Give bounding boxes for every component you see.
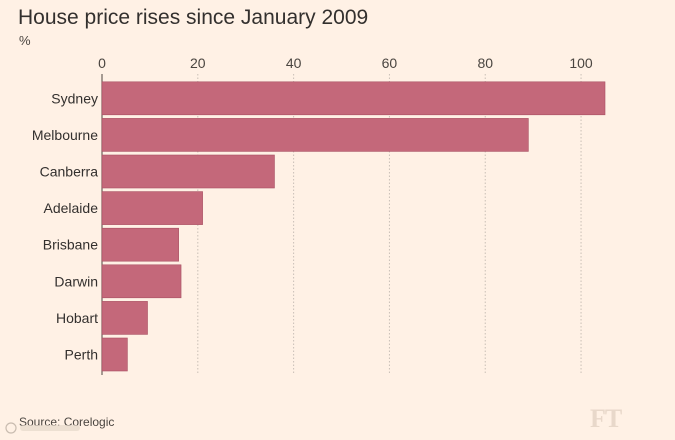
bar-hobart	[101, 301, 148, 335]
x-tick-label: 40	[286, 55, 302, 71]
bar-melbourne	[101, 118, 529, 152]
category-label-adelaide: Adelaide	[44, 200, 99, 216]
x-tick-label: 60	[382, 55, 398, 71]
category-label-hobart: Hobart	[56, 310, 98, 326]
unit-label: %	[19, 33, 31, 48]
category-label-perth: Perth	[65, 347, 98, 363]
chart-title: House price rises since January 2009	[18, 6, 369, 29]
x-tick-label: 20	[190, 55, 206, 71]
category-label-brisbane: Brisbane	[43, 237, 98, 253]
category-label-darwin: Darwin	[54, 273, 98, 289]
bars	[101, 81, 606, 372]
x-tick-label: 0	[98, 55, 106, 71]
ft-logo: FT	[590, 404, 622, 433]
category-labels: Sydney Melbourne Canberra Adelaide Brisbane D…	[32, 90, 98, 362]
bar-darwin	[101, 264, 182, 299]
bar-brisbane	[101, 227, 179, 262]
category-label-sydney: Sydney	[51, 90, 98, 106]
x-tick-label: 100	[569, 55, 593, 71]
category-label-melbourne: Melbourne	[32, 127, 98, 143]
category-label-canberra: Canberra	[40, 164, 99, 180]
bar-perth	[101, 337, 128, 372]
bar-adelaide	[101, 191, 203, 225]
tick-labels: 0 20 40 60 80 100	[98, 55, 593, 71]
bar-sydney	[101, 81, 606, 116]
watermark-icon	[5, 422, 80, 434]
x-tick-label: 80	[477, 55, 493, 71]
bar-canberra	[101, 154, 275, 189]
